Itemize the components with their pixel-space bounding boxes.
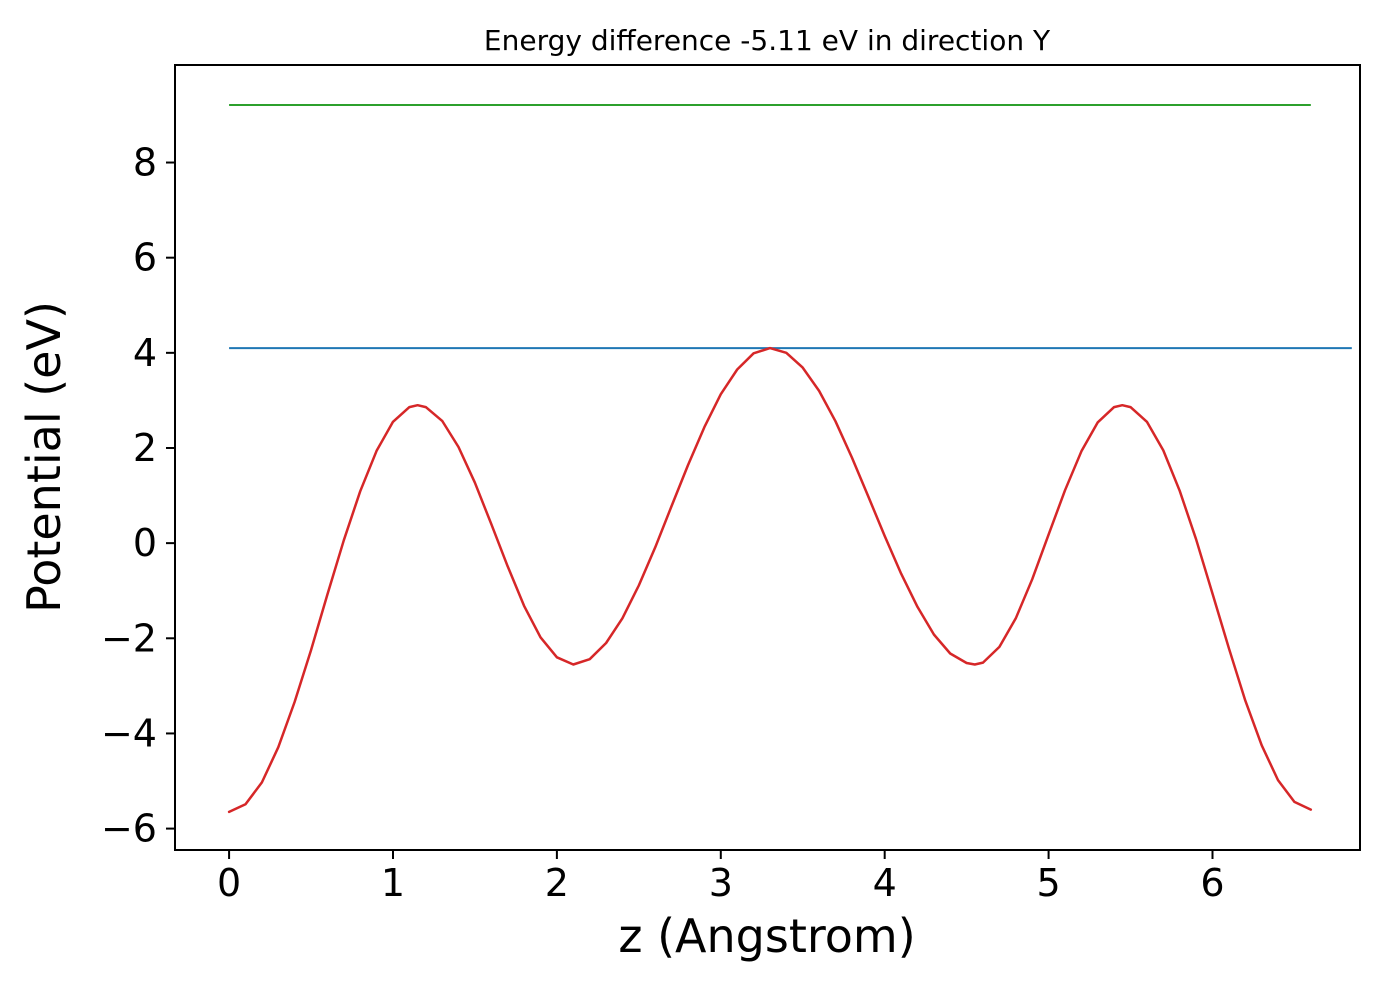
potential-curve bbox=[227, 346, 1313, 814]
chart-title: Energy difference -5.11 eV in direction … bbox=[484, 24, 1051, 57]
y-tick-label: 8 bbox=[133, 141, 157, 185]
y-tick-label: 0 bbox=[133, 521, 157, 565]
y-tick-label: −2 bbox=[101, 616, 157, 660]
plot-area: 0 1 2 3 4 5 6 −6 −4 −2 0 2 4 6 8 bbox=[101, 64, 1361, 905]
x-tick-label: 3 bbox=[709, 861, 733, 905]
y-tick-label: 2 bbox=[133, 426, 157, 470]
x-tick-label: 6 bbox=[1200, 861, 1224, 905]
y-tick-label: −6 bbox=[101, 807, 157, 851]
x-tick-label: 2 bbox=[545, 861, 569, 905]
x-tick-label: 4 bbox=[873, 861, 897, 905]
y-tick-label: 6 bbox=[133, 236, 157, 280]
x-axis-label: z (Angstrom) bbox=[618, 909, 915, 963]
x-tick-label: 5 bbox=[1036, 861, 1060, 905]
y-tick-label: −4 bbox=[101, 711, 157, 755]
y-axis-label: Potential (eV) bbox=[17, 301, 71, 613]
y-tick-label: 4 bbox=[133, 331, 157, 375]
x-tick-label: 1 bbox=[381, 861, 405, 905]
x-tick-label: 0 bbox=[217, 861, 241, 905]
plot-border bbox=[174, 64, 1361, 851]
